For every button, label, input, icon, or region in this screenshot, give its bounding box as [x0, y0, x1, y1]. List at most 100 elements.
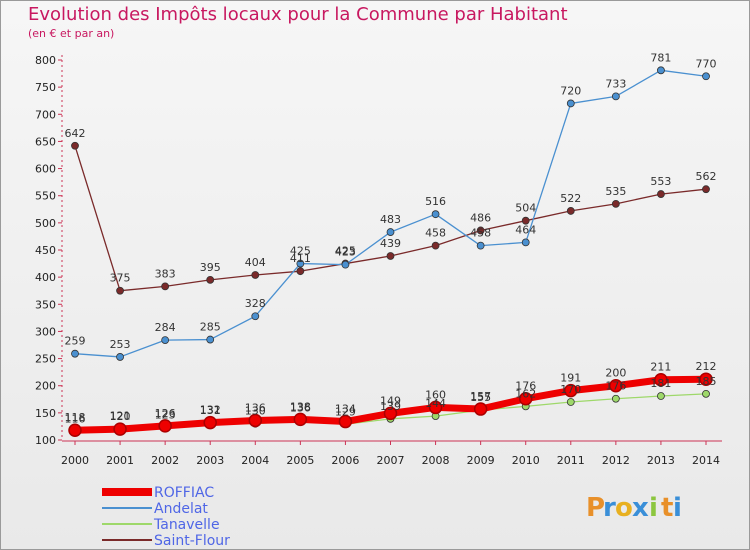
data-label: 284: [155, 321, 176, 334]
data-label: 562: [696, 170, 717, 183]
data-point: [473, 402, 488, 416]
data-point: [203, 415, 217, 430]
data-label: 516: [425, 195, 446, 208]
data-label: 130: [245, 405, 266, 418]
data-point: [251, 312, 260, 321]
data-label: 185: [696, 375, 717, 388]
data-point: [161, 282, 170, 291]
x-tick-label: 2012: [602, 454, 630, 467]
x-tick-label: 2007: [377, 454, 405, 467]
data-label: 770: [696, 57, 717, 70]
data-point: [158, 419, 172, 433]
y-tick-label: 600: [35, 163, 56, 176]
y-tick-label: 300: [35, 325, 56, 338]
data-point: [71, 349, 79, 358]
chart-subtitle: (en € et par an): [28, 27, 115, 40]
data-label: 464: [515, 223, 536, 236]
y-tick-label: 150: [35, 407, 56, 420]
data-point: [702, 72, 710, 81]
proxiti-logo: Pr o x i t i: [586, 493, 682, 523]
data-label: 425: [290, 245, 311, 258]
x-tick-label: 2000: [61, 454, 89, 467]
data-point: [699, 372, 713, 386]
logo-letter: i: [673, 493, 682, 523]
data-point: [431, 210, 440, 219]
data-label: 259: [65, 335, 86, 348]
data-label: 155: [470, 391, 491, 404]
y-tick-label: 400: [35, 271, 56, 284]
x-tick-label: 2003: [196, 454, 224, 467]
data-label: 200: [605, 367, 626, 380]
data-point: [476, 226, 485, 235]
data-label: 395: [200, 261, 221, 274]
x-tick-label: 2008: [422, 454, 450, 467]
data-point: [431, 241, 440, 250]
data-label: 144: [425, 397, 446, 410]
data-point: [68, 423, 82, 437]
data-label: 120: [110, 410, 131, 423]
data-label: 720: [560, 84, 581, 97]
data-label: 149: [380, 394, 401, 407]
data-point: [341, 260, 350, 269]
data-label: 383: [155, 267, 176, 280]
data-label: 181: [650, 377, 671, 390]
logo-letter: t: [661, 493, 673, 523]
data-label: 118: [65, 411, 86, 424]
x-tick-label: 2011: [557, 454, 585, 467]
data-point: [338, 414, 353, 429]
data-label: 375: [110, 272, 131, 285]
data-label: 131: [200, 404, 221, 417]
data-point: [611, 394, 620, 403]
y-tick-label: 250: [35, 353, 56, 366]
data-label: 212: [696, 360, 717, 373]
x-tick-label: 2013: [647, 454, 675, 467]
data-point: [518, 391, 533, 406]
y-tick-label: 700: [35, 108, 56, 121]
data-point: [161, 336, 170, 345]
data-label: 733: [605, 77, 626, 90]
legend-label: Andelat: [154, 501, 208, 517]
data-point: [702, 389, 710, 398]
axes: 100 150 200 250 300 350 400 450 500 550 600 650 700 7…: [35, 54, 722, 467]
data-point: [206, 335, 215, 344]
data-label: 136: [290, 401, 311, 414]
data-point: [521, 216, 530, 225]
x-tick-label: 2004: [241, 454, 269, 467]
data-label: 157: [470, 390, 491, 403]
x-tick-label: 2010: [512, 454, 540, 467]
data-point: [611, 199, 620, 208]
data-label: 781: [650, 51, 671, 64]
logo-letter: i: [649, 493, 658, 523]
data-point: [383, 406, 398, 421]
data-point: [566, 398, 575, 406]
y-tick-label: 750: [35, 81, 56, 94]
y-tick-label: 100: [35, 434, 56, 447]
data-label: 138: [290, 400, 311, 413]
data-label: 425: [335, 245, 356, 258]
y-tick-label: 550: [35, 190, 56, 203]
data-point: [113, 422, 127, 436]
logo-letter: o: [615, 493, 633, 523]
data-label: 642: [65, 127, 86, 140]
data-label: 160: [425, 388, 446, 401]
data-point: [609, 378, 623, 393]
y-tick-label: 450: [35, 244, 56, 257]
data-point: [566, 207, 575, 215]
logo-letter: x: [632, 493, 649, 523]
data-point: [657, 66, 665, 75]
data-point: [71, 141, 79, 150]
data-label: 404: [245, 256, 266, 269]
data-label: 411: [290, 252, 311, 265]
data-point: [476, 241, 485, 250]
data-label: 483: [380, 213, 401, 226]
data-label: 553: [650, 175, 671, 188]
data-point: [657, 190, 665, 198]
data-point: [248, 413, 263, 428]
logo-letter: r: [603, 493, 616, 523]
x-tick-label: 2014: [692, 454, 720, 467]
data-point: [521, 238, 530, 247]
data-point: [657, 392, 665, 400]
data-point: [702, 185, 710, 194]
